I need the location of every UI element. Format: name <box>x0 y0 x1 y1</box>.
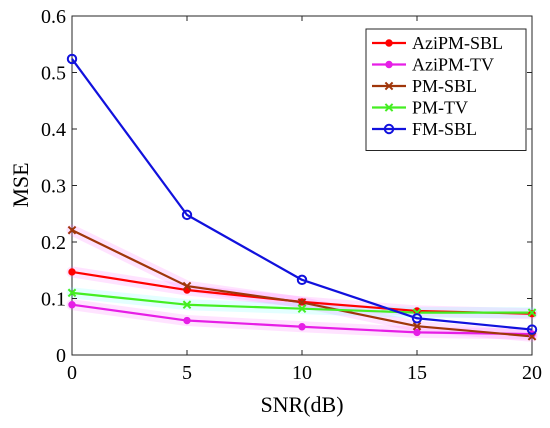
y-tick-label: 0.2 <box>41 232 66 254</box>
data-point-azipm-tv <box>183 316 191 325</box>
legend-marker-pm-sbl <box>384 81 394 91</box>
data-point-fm-sbl <box>411 313 423 324</box>
legend-label-fm-sbl: FM-SBL <box>412 119 477 139</box>
series-line-fm-sbl <box>71 58 533 331</box>
legend-label-azipm-sbl: AziPM-SBL <box>412 33 503 53</box>
legend-label-pm-tv: PM-TV <box>412 98 468 118</box>
data-point-azipm-sbl <box>68 268 76 276</box>
y-tick-label: 0.6 <box>41 6 66 28</box>
x-tick-label: 5 <box>182 362 192 384</box>
data-point-azipm-tv <box>298 323 306 331</box>
x-axis-title: SNR(dB) <box>260 392 343 417</box>
axis-ticks: 0 5 10 15 20 0 0.1 0.2 0.3 0.4 0.5 0.6 <box>41 6 542 384</box>
x-tick-label: 20 <box>522 362 542 384</box>
y-tick-label: 0.1 <box>41 289 66 311</box>
data-point-pm-tv <box>297 304 307 313</box>
x-tick-label: 0 <box>67 362 77 384</box>
legend-marker-azipm-sbl <box>385 39 393 47</box>
legend-marker-pm-tv <box>384 103 394 112</box>
data-point-azipm-tv <box>413 328 421 337</box>
legend-marker-azipm-tv <box>385 60 393 69</box>
legend-label-azipm-tv: AziPM-TV <box>412 55 494 75</box>
data-point-pm-tv <box>527 308 537 317</box>
legend-marker-fm-sbl <box>383 123 395 135</box>
data-point-fm-sbl <box>526 324 538 335</box>
data-point-pm-sbl <box>297 298 307 307</box>
y-tick-label: 0.5 <box>41 63 66 85</box>
x-tick-label: 15 <box>407 362 427 384</box>
data-point-pm-tv <box>67 288 77 298</box>
y-tick-label: 0 <box>56 345 66 367</box>
y-tick-label: 0.4 <box>41 119 66 141</box>
data-point-fm-sbl <box>181 209 193 221</box>
data-point-fm-sbl <box>296 274 308 286</box>
data-point-pm-sbl <box>182 281 192 291</box>
x-tick-label: 10 <box>292 362 312 384</box>
y-axis-title: MSE <box>8 162 33 207</box>
data-point-fm-sbl <box>66 53 78 65</box>
data-point-pm-tv <box>182 300 192 310</box>
data-point-azipm-tv <box>68 301 76 309</box>
legend-label-pm-sbl: PM-SBL <box>412 76 477 96</box>
y-tick-label: 0.3 <box>41 176 66 198</box>
data-point-pm-sbl <box>412 321 422 331</box>
series-markers <box>66 53 538 341</box>
data-point-pm-sbl <box>67 225 77 235</box>
